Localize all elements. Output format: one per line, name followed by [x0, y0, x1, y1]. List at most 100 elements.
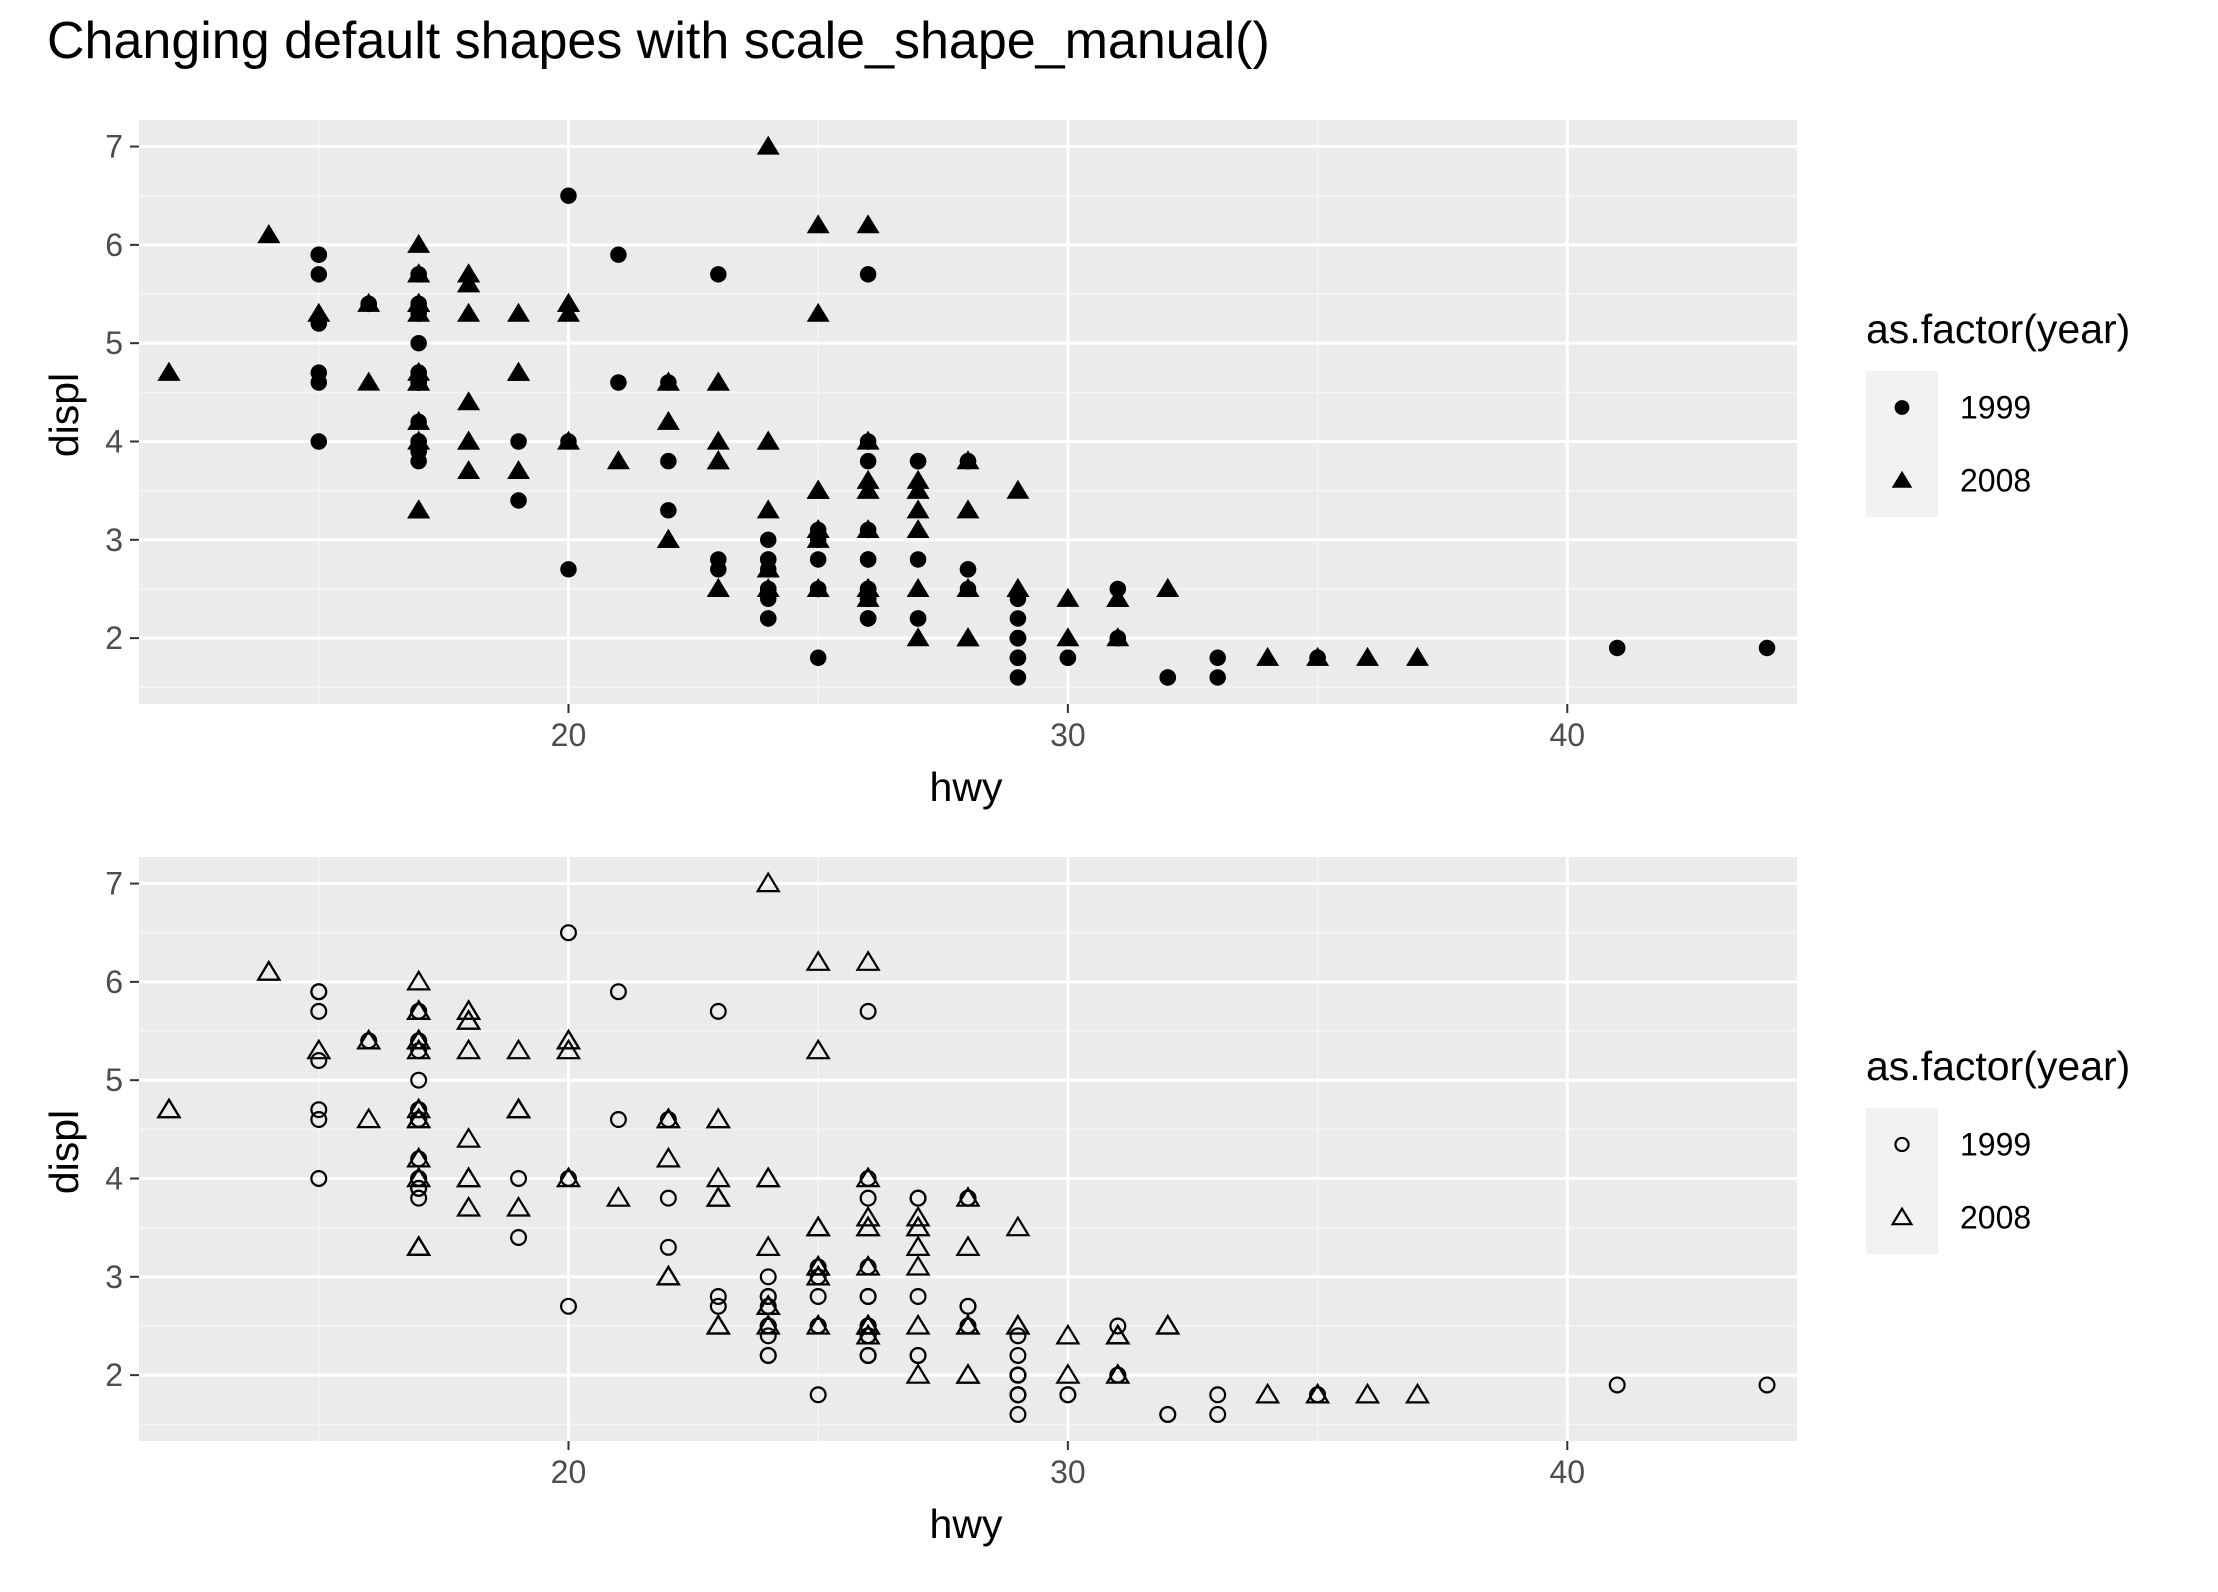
bottom-plot-layer: 20 30 40 2 3 4 5 6 7 1999 2008: [105, 857, 2031, 1490]
bottom-point-1999: [1608, 1376, 1626, 1394]
top-y-tick-label: 6: [105, 227, 123, 263]
bottom-point-2008: [655, 1107, 681, 1129]
top-point-1999: [660, 502, 677, 519]
bottom-point-2008: [306, 1038, 332, 1060]
bottom-legend-symbol-1999: [1894, 1136, 1910, 1153]
top-point-2008: [656, 528, 680, 548]
bottom-x-axis-title: hwy: [930, 1501, 1003, 1547]
bottom-point-2008: [755, 871, 781, 893]
top-point-2008: [856, 214, 880, 234]
bottom-point-2008: [955, 1363, 981, 1384]
bottom-legend-key-1999: [1866, 1108, 1938, 1181]
bottom-x-tick-label: 30: [1050, 1454, 1086, 1490]
bottom-point-2008: [406, 1146, 432, 1168]
bottom-point-2008: [855, 1323, 881, 1345]
bottom-point-2008: [755, 1313, 781, 1335]
top-point-2008: [557, 302, 580, 322]
bottom-point-1999: [759, 1327, 777, 1345]
bottom-point-2008: [406, 969, 432, 991]
bottom-legend-title: as.factor(year): [1866, 1043, 2130, 1089]
top-point-2008: [706, 450, 730, 470]
top-point-2008: [756, 430, 780, 450]
top-point-1999: [909, 551, 927, 568]
top-point-1999: [859, 452, 877, 470]
bottom-point-1999: [510, 1229, 528, 1246]
bottom-point-2008: [705, 1186, 731, 1207]
bottom-x-tick-label: 40: [1549, 1454, 1585, 1490]
top-point-1999: [959, 561, 977, 578]
bottom-point-1999: [909, 1287, 927, 1305]
top-point-2008: [407, 302, 431, 322]
bottom-point-2008: [456, 999, 482, 1021]
bottom-point-1999: [859, 1002, 877, 1020]
bottom-point-1999: [709, 1297, 727, 1315]
bottom-point-1999: [1009, 1346, 1027, 1364]
top-point-1999: [310, 374, 328, 391]
bottom-point-1999: [510, 1170, 528, 1187]
top-point-2008: [457, 273, 481, 293]
top-point-2008: [756, 135, 780, 155]
bottom-legend-key-2008: [1866, 1181, 1938, 1254]
bottom-point-1999: [310, 1101, 328, 1119]
bottom-point-2008: [1055, 1323, 1081, 1345]
bottom-point-2008: [406, 1097, 432, 1119]
top-plot-layer: 20 30 40 2 3 4 5 6 7 1999 2008: [105, 120, 2031, 753]
bottom-point-2008: [456, 1038, 482, 1060]
top-point-2008: [457, 391, 481, 411]
top-point-2008: [1006, 578, 1030, 597]
bottom-point-2008: [506, 1097, 532, 1119]
top-legend-label-1999: 1999: [1960, 390, 2031, 426]
top-point-2008: [856, 430, 880, 450]
bottom-point-2008: [955, 1186, 981, 1207]
bottom-point-2008: [456, 1166, 482, 1188]
bottom-point-2008: [905, 1235, 931, 1257]
bottom-point-1999: [709, 1287, 727, 1305]
top-legend-label-2008: 2008: [1960, 463, 2031, 499]
top-point-2008: [956, 627, 980, 647]
top-point-2008: [806, 214, 830, 234]
bottom-point-1999: [1109, 1317, 1127, 1335]
top-point-1999: [660, 452, 677, 470]
bottom-point-2008: [605, 1186, 631, 1207]
top-point-2008: [606, 450, 630, 470]
bottom-point-2008: [905, 1313, 931, 1335]
bottom-point-1999: [809, 1287, 827, 1305]
bottom-legend-label-1999: 1999: [1960, 1127, 2031, 1163]
bottom-point-1999: [410, 1071, 428, 1089]
bottom-point-1999: [560, 1297, 577, 1315]
top-point-2008: [407, 499, 431, 519]
top-point-2008: [706, 371, 730, 391]
top-point-2008: [457, 302, 481, 322]
bottom-point-2008: [955, 1313, 981, 1335]
top-panel-background: [139, 120, 1797, 704]
top-point-2008: [706, 578, 730, 597]
top-point-1999: [310, 246, 328, 263]
top-point-2008: [307, 302, 331, 322]
top-y-axis-title: displ: [41, 373, 87, 457]
bottom-point-1999: [809, 1386, 827, 1404]
top-legend-title: as.factor(year): [1866, 306, 2130, 352]
top-point-2008: [856, 519, 880, 538]
top-point-2008: [1056, 627, 1080, 647]
top-point-2008: [1406, 646, 1429, 666]
bottom-point-2008: [855, 1313, 881, 1335]
bottom-point-1999: [1209, 1386, 1227, 1404]
bottom-y-tick-label: 3: [105, 1259, 123, 1295]
top-point-2008: [557, 430, 580, 450]
top-point-1999: [560, 561, 577, 578]
top-point-2008: [806, 578, 830, 597]
bottom-point-2008: [356, 1107, 382, 1129]
bottom-point-2008: [1105, 1323, 1131, 1345]
bottom-point-1999: [659, 1189, 677, 1207]
bottom-point-1999: [310, 1111, 328, 1128]
top-point-2008: [1106, 587, 1130, 607]
bottom-point-2008: [805, 1313, 831, 1335]
top-point-2008: [806, 528, 830, 548]
top-point-2008: [357, 371, 381, 391]
bottom-point-1999: [759, 1268, 777, 1286]
bottom-point-2008: [456, 1195, 482, 1217]
top-point-1999: [710, 561, 727, 578]
top-point-1999: [909, 610, 927, 627]
bottom-point-1999: [560, 924, 577, 942]
